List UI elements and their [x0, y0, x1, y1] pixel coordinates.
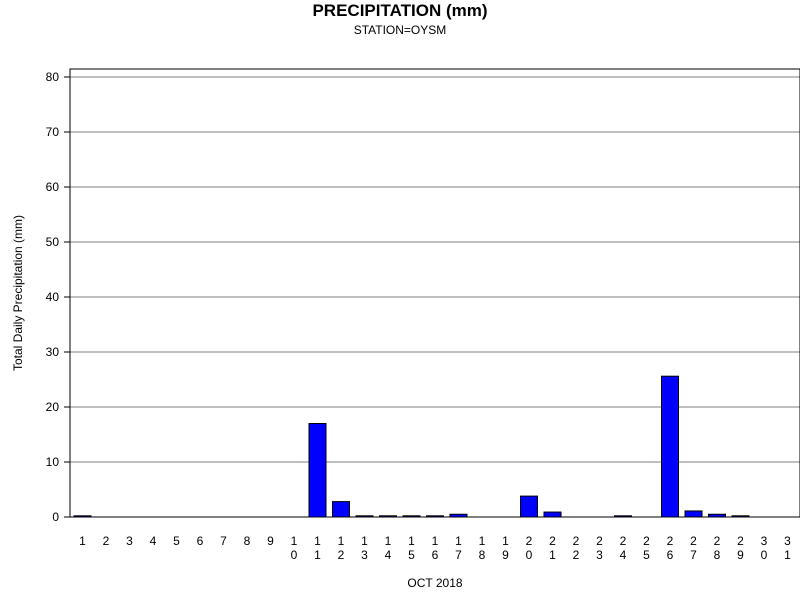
y-tick-label: 80: [46, 70, 60, 84]
x-tick-label: 1: [79, 534, 86, 548]
chart-subtitle: STATION=OYSM: [353, 23, 447, 37]
grid-layer: [70, 76, 800, 518]
y-tick-label: 20: [46, 400, 60, 414]
x-tick-label: 8: [244, 534, 251, 548]
bar: [332, 501, 350, 518]
bar: [308, 423, 327, 518]
y-tick-label: 60: [46, 180, 60, 194]
bar: [684, 510, 703, 518]
x-tick-label: 2: [103, 534, 110, 548]
y-axis-label: Total Daily Precipitation (mm): [11, 215, 25, 371]
bar: [520, 495, 538, 518]
x-tick-label: 3: [126, 534, 133, 548]
x-tick-label: 7: [220, 534, 227, 548]
x-tick-label: 5: [173, 534, 180, 548]
plot-frame: [69, 68, 800, 518]
bar: [543, 511, 562, 518]
y-tick-label: 40: [46, 290, 60, 304]
bars-layer: [73, 375, 750, 518]
x-tick-label: 6: [197, 534, 204, 548]
x-axis: 1 2 3 4 5 6 7 8 9 1 01 11 21 31 41 51 61 71 81 92 02 12 22 32 42…: [79, 534, 791, 562]
chart-title: PRECIPITATION (mm): [312, 1, 488, 20]
y-tick-label: 10: [46, 455, 60, 469]
bar: [661, 375, 679, 518]
y-axis: 0 10 20 30 40 50 60 70 80: [46, 70, 70, 524]
x-tick-label: 9: [267, 534, 274, 548]
y-tick-label: 0: [52, 510, 59, 524]
y-tick-label: 30: [46, 345, 60, 359]
x-tick-label: 4: [150, 534, 157, 548]
y-tick-label: 50: [46, 235, 60, 249]
x-axis-label: OCT 2018: [407, 576, 462, 590]
y-tick-label: 70: [46, 125, 60, 139]
